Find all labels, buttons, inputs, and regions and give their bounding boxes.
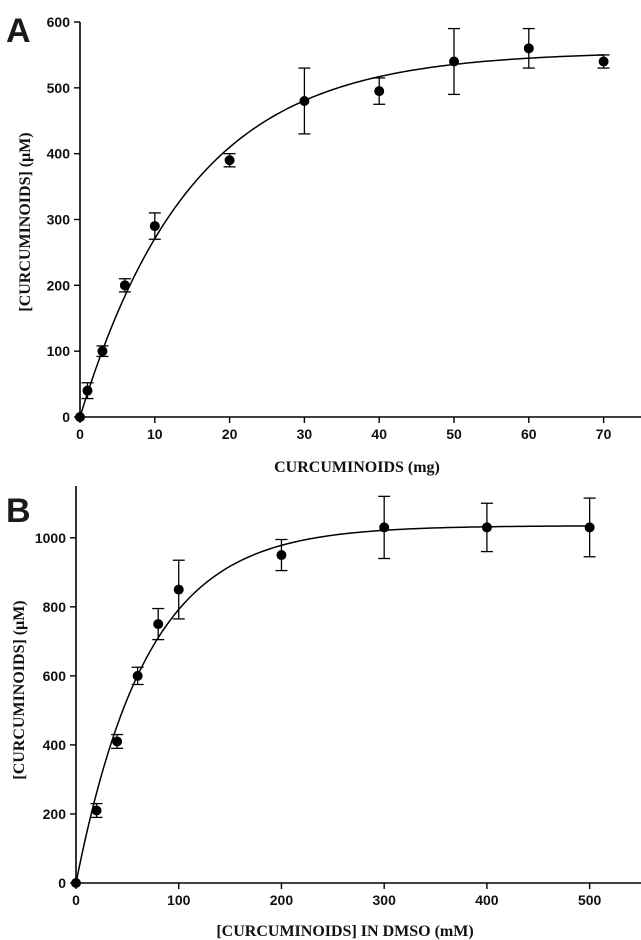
x-tick-label: 100 bbox=[167, 892, 191, 908]
x-tick-label: 400 bbox=[475, 892, 499, 908]
x-tick-label: 300 bbox=[373, 892, 397, 908]
panel-b-letter: B bbox=[6, 492, 31, 530]
y-tick-label: 500 bbox=[47, 80, 71, 96]
panel-a-fit-curve bbox=[79, 54, 604, 418]
data-point bbox=[224, 155, 235, 166]
y-tick-label: 0 bbox=[62, 409, 70, 425]
y-tick-label: 600 bbox=[43, 668, 67, 684]
x-tick-label: 50 bbox=[446, 426, 462, 442]
data-point bbox=[379, 522, 390, 533]
data-point bbox=[523, 43, 534, 54]
data-point bbox=[75, 412, 85, 422]
y-tick-label: 400 bbox=[43, 737, 67, 753]
x-tick-label: 200 bbox=[270, 892, 294, 908]
data-point bbox=[91, 805, 102, 816]
y-tick-label: 200 bbox=[43, 806, 67, 822]
panel-b-x-axis-title: [CURCUMINOIDS] IN DMSO (mM) bbox=[216, 923, 473, 940]
y-tick-label: 300 bbox=[47, 212, 71, 228]
y-tick-label: 800 bbox=[43, 599, 67, 615]
data-point bbox=[584, 522, 595, 533]
data-point bbox=[149, 221, 160, 232]
data-point bbox=[119, 280, 130, 291]
x-tick-label: 500 bbox=[578, 892, 602, 908]
x-tick-label: 0 bbox=[72, 892, 80, 908]
panel-a-letter: A bbox=[6, 12, 31, 50]
panel-b-plot: 0 200 400 600 800 1000 0 100 200 300 400 500 bbox=[35, 486, 641, 908]
panel-b-fit-curve bbox=[75, 525, 590, 884]
data-point bbox=[71, 878, 81, 888]
panel-b: B 0 200 400 600 800 1000 0 100 200 300 400 500 [CUR… bbox=[6, 486, 641, 940]
data-point bbox=[276, 550, 287, 561]
panel-b-y-axis-title: [CURCUMINOIDS] (μM) bbox=[11, 600, 28, 779]
data-point bbox=[374, 86, 385, 97]
y-tick-label: 600 bbox=[47, 14, 71, 30]
x-tick-label: 10 bbox=[147, 426, 163, 442]
y-tick-label: 400 bbox=[47, 146, 71, 162]
x-tick-label: 60 bbox=[521, 426, 537, 442]
panel-a: A 0 100 200 300 400 500 600 0 10 20 30 40 50 60 70 CUR… bbox=[6, 12, 641, 476]
data-point bbox=[299, 96, 310, 106]
data-point bbox=[481, 522, 492, 533]
y-tick-label: 200 bbox=[47, 277, 71, 293]
panel-a-plot: 0 100 200 300 400 500 600 0 10 20 30 40 50 60 70 bbox=[47, 14, 641, 442]
y-tick-label: 1000 bbox=[35, 530, 66, 546]
data-point bbox=[82, 385, 93, 396]
data-point bbox=[153, 619, 164, 630]
x-tick-label: 20 bbox=[222, 426, 238, 442]
data-point bbox=[173, 584, 184, 595]
x-tick-label: 70 bbox=[596, 426, 612, 442]
data-point bbox=[598, 56, 609, 67]
data-point bbox=[449, 56, 459, 67]
panel-a-y-axis-title: [CURCUMINOIDS] (μM) bbox=[17, 132, 34, 311]
panel-a-x-axis-title: CURCUMINOIDS (mg) bbox=[274, 459, 440, 476]
y-tick-label: 0 bbox=[58, 875, 66, 891]
x-tick-label: 40 bbox=[371, 426, 387, 442]
x-tick-label: 0 bbox=[76, 426, 84, 442]
data-point bbox=[97, 346, 108, 357]
data-point bbox=[112, 736, 123, 747]
y-tick-label: 100 bbox=[47, 343, 71, 359]
data-point bbox=[132, 670, 143, 681]
x-tick-label: 30 bbox=[297, 426, 313, 442]
